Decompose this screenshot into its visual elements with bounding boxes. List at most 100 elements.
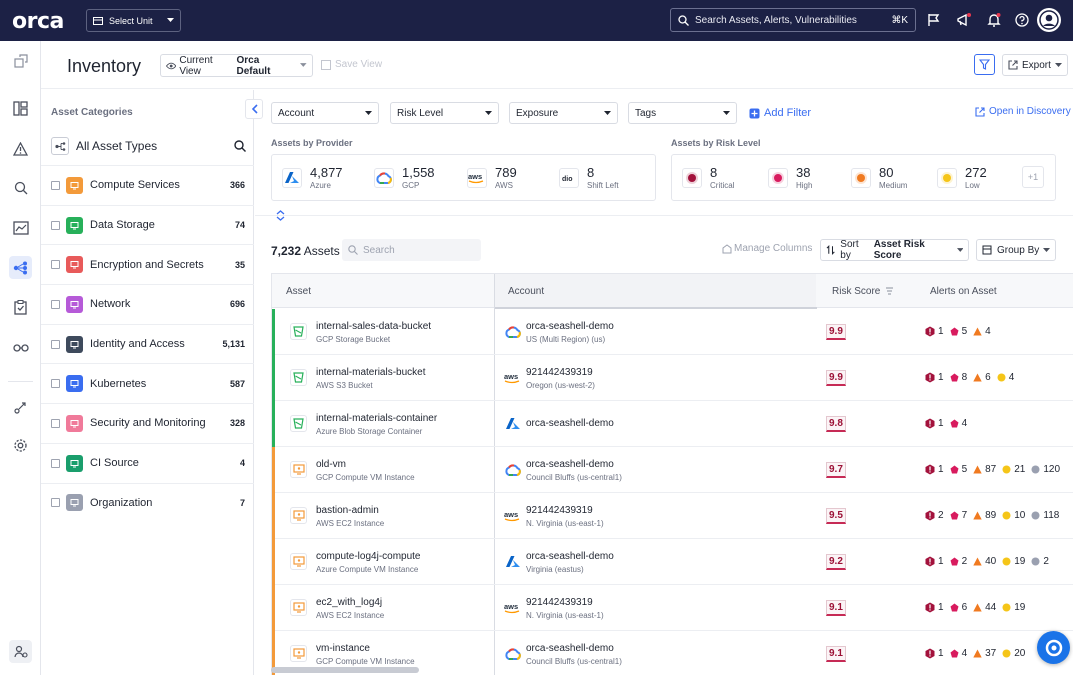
account-name[interactable]: orca-seashell-demo bbox=[526, 321, 614, 332]
category-checkbox[interactable] bbox=[51, 260, 60, 270]
orca-logo[interactable]: orca bbox=[12, 9, 64, 34]
export-button[interactable]: Export bbox=[1002, 54, 1068, 76]
alert-count-medium[interactable]: 4 bbox=[973, 326, 991, 337]
column-header-asset[interactable]: Asset bbox=[286, 286, 312, 297]
table-row[interactable]: internal-materials-container Azure Blob S… bbox=[272, 401, 1073, 447]
account-name[interactable]: orca-seashell-demo bbox=[526, 418, 614, 429]
alert-count-low[interactable]: 19 bbox=[1002, 556, 1025, 567]
alert-count-high[interactable]: 4 bbox=[950, 648, 967, 659]
alert-count-high[interactable]: 8 bbox=[950, 372, 967, 383]
table-row[interactable]: bastion-admin AWS EC2 Instance aws 92144243… bbox=[272, 493, 1073, 539]
chat-support-button[interactable] bbox=[1037, 631, 1070, 664]
alert-count-info[interactable]: 120 bbox=[1031, 464, 1060, 475]
category-checkbox[interactable] bbox=[51, 180, 60, 190]
account-name[interactable]: 921442439319 bbox=[526, 597, 593, 608]
alert-count-low[interactable]: 21 bbox=[1002, 464, 1025, 475]
alert-count-medium[interactable]: 6 bbox=[973, 372, 991, 383]
alert-count-high[interactable]: 2 bbox=[950, 556, 967, 567]
table-row[interactable]: internal-sales-data-bucket GCP Storage Bu… bbox=[272, 309, 1073, 355]
category-checkbox[interactable] bbox=[51, 458, 60, 468]
group-by-dropdown[interactable]: Group By bbox=[976, 239, 1056, 261]
category-row[interactable]: Compute Services 366 bbox=[41, 165, 254, 205]
category-checkbox[interactable] bbox=[51, 339, 60, 349]
open-in-discovery-link[interactable]: Open in Discovery bbox=[975, 106, 1071, 117]
alert-count-critical[interactable]: 1 bbox=[925, 464, 944, 475]
flag-icon[interactable] bbox=[926, 12, 942, 28]
asset-name[interactable]: vm-instance bbox=[316, 643, 370, 654]
provider-summary-gcp[interactable]: 1,558 GCP bbox=[374, 166, 435, 190]
alert-count-critical[interactable]: 1 bbox=[925, 372, 944, 383]
table-row[interactable]: compute-log4j-compute Azure Compute VM In… bbox=[272, 539, 1073, 585]
alert-count-low[interactable]: 20 bbox=[1002, 648, 1025, 659]
alert-count-medium[interactable]: 87 bbox=[973, 464, 996, 475]
alert-count-low[interactable]: 4 bbox=[997, 372, 1014, 383]
alert-count-high[interactable]: 5 bbox=[950, 464, 967, 475]
category-row[interactable]: Organization 7 bbox=[41, 482, 254, 523]
table-row[interactable]: vm-instance GCP Compute VM Instance orca-s… bbox=[272, 631, 1073, 675]
add-filter-button[interactable]: Add Filter bbox=[749, 107, 811, 119]
alert-count-critical[interactable]: 2 bbox=[925, 510, 944, 521]
alert-count-info[interactable]: 118 bbox=[1031, 510, 1059, 521]
column-header-risk-score[interactable]: Risk Score bbox=[832, 286, 894, 297]
risk-summary-medium[interactable]: 80 Medium bbox=[851, 166, 907, 190]
provider-summary-shift-left[interactable]: dio 8 Shift Left bbox=[559, 166, 619, 190]
asset-name[interactable]: bastion-admin bbox=[316, 505, 379, 516]
alert-count-critical[interactable]: 1 bbox=[925, 326, 944, 337]
category-row[interactable]: Encryption and Secrets 35 bbox=[41, 244, 254, 284]
alert-count-critical[interactable]: 1 bbox=[925, 556, 944, 567]
save-view-button[interactable]: Save View bbox=[321, 59, 382, 70]
more-risk-levels-button[interactable]: +1 bbox=[1022, 166, 1044, 188]
alert-count-medium[interactable]: 40 bbox=[973, 556, 996, 567]
expand-summary-button[interactable] bbox=[272, 207, 288, 223]
account-name[interactable]: orca-seashell-demo bbox=[526, 459, 614, 470]
alert-count-medium[interactable]: 37 bbox=[973, 648, 996, 659]
asset-name[interactable]: compute-log4j-compute bbox=[316, 551, 421, 562]
table-row[interactable]: internal-materials-bucket AWS S3 Bucket aw… bbox=[272, 355, 1073, 401]
asset-name[interactable]: internal-sales-data-bucket bbox=[316, 321, 432, 332]
alert-count-info[interactable]: 2 bbox=[1031, 556, 1049, 567]
category-row[interactable]: Security and Monitoring 328 bbox=[41, 403, 254, 443]
asset-search-input[interactable]: Search bbox=[342, 239, 481, 261]
current-view-dropdown[interactable]: Current View Orca Default bbox=[160, 54, 313, 77]
alert-count-high[interactable]: 6 bbox=[950, 602, 967, 613]
asset-name[interactable]: old-vm bbox=[316, 459, 347, 470]
account-name[interactable]: orca-seashell-demo bbox=[526, 643, 614, 654]
category-checkbox[interactable] bbox=[51, 299, 60, 309]
category-checkbox[interactable] bbox=[51, 379, 60, 389]
user-avatar[interactable] bbox=[1037, 8, 1061, 32]
account-filter-dropdown[interactable]: Account bbox=[271, 102, 379, 124]
alert-count-high[interactable]: 4 bbox=[950, 418, 967, 429]
account-name[interactable]: 921442439319 bbox=[526, 505, 593, 516]
account-name[interactable]: orca-seashell-demo bbox=[526, 551, 614, 562]
risk-summary-low[interactable]: 272 Low bbox=[937, 166, 987, 190]
alert-count-low[interactable]: 19 bbox=[1002, 602, 1025, 613]
alert-count-critical[interactable]: 1 bbox=[925, 418, 944, 429]
risk-level-filter-dropdown[interactable]: Risk Level bbox=[390, 102, 499, 124]
all-asset-types-row[interactable]: All Asset Types bbox=[51, 136, 246, 156]
filter-toggle-button[interactable] bbox=[974, 54, 995, 75]
nav-dashboard-icon[interactable] bbox=[9, 49, 32, 72]
category-row[interactable]: Identity and Access 5,131 bbox=[41, 323, 254, 364]
account-name[interactable]: 921442439319 bbox=[526, 367, 593, 378]
sort-by-dropdown[interactable]: Sort by Asset Risk Score bbox=[820, 239, 969, 261]
nav-inventory-icon[interactable] bbox=[9, 256, 32, 279]
column-header-account[interactable]: Account bbox=[508, 286, 545, 297]
notification-bell-icon[interactable] bbox=[986, 12, 1002, 28]
asset-name[interactable]: internal-materials-container bbox=[316, 413, 438, 424]
select-unit-dropdown[interactable]: Select Unit bbox=[86, 9, 181, 32]
announcement-icon[interactable] bbox=[956, 12, 972, 28]
alert-count-critical[interactable]: 1 bbox=[925, 648, 944, 659]
horizontal-scrollbar[interactable] bbox=[271, 667, 419, 673]
category-row[interactable]: CI Source 4 bbox=[41, 442, 254, 483]
category-checkbox[interactable] bbox=[51, 418, 60, 428]
nav-compliance-icon[interactable] bbox=[9, 296, 32, 319]
alert-count-medium[interactable]: 44 bbox=[973, 602, 996, 613]
asset-name[interactable]: internal-materials-bucket bbox=[316, 367, 426, 378]
risk-summary-critical[interactable]: 8 Critical bbox=[682, 166, 734, 190]
alert-count-medium[interactable]: 89 bbox=[973, 510, 996, 521]
nav-vulnerabilities-icon[interactable] bbox=[9, 216, 32, 239]
column-header-alerts[interactable]: Alerts on Asset bbox=[930, 286, 997, 297]
alert-count-high[interactable]: 7 bbox=[950, 510, 967, 521]
asset-name[interactable]: ec2_with_log4j bbox=[316, 597, 383, 608]
category-checkbox[interactable] bbox=[51, 220, 60, 230]
